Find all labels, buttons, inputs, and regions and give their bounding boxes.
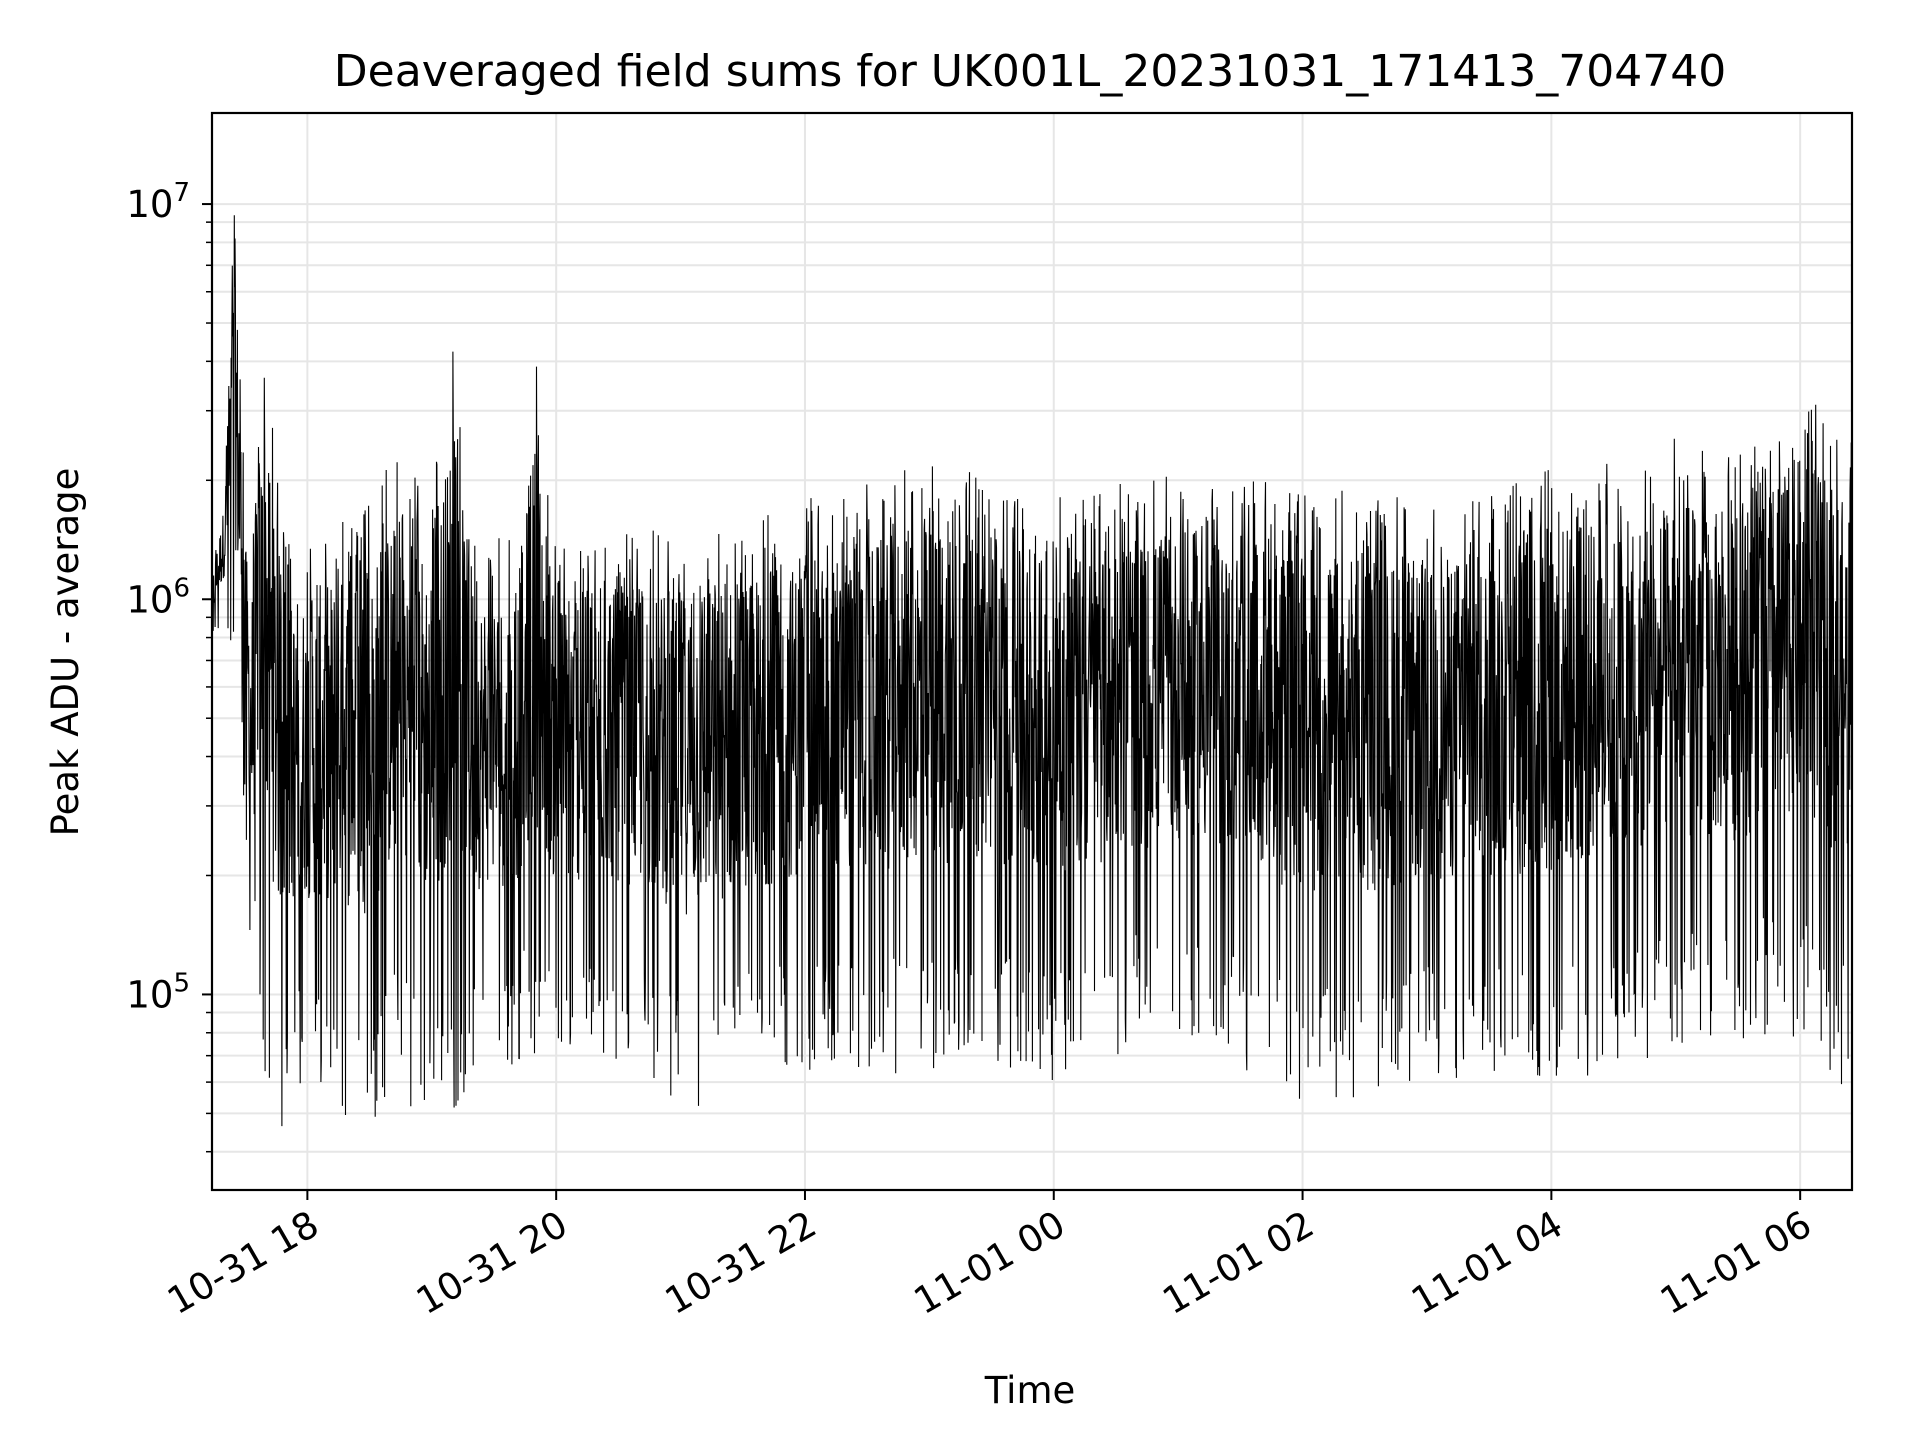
data-series: [211, 215, 1853, 1127]
plot-frame: [210, 111, 1854, 1192]
y-tick-label: 107: [126, 178, 190, 226]
y-tick-base: 10: [126, 578, 173, 621]
x-axis-label: Time: [984, 1369, 1076, 1412]
y-tick-exponent: 7: [173, 178, 190, 208]
y-axis-label: Peak ADU - average: [44, 468, 87, 837]
y-tick-exponent: 6: [173, 573, 190, 603]
y-tick-label: 105: [126, 968, 190, 1016]
series-line: [211, 215, 1853, 1127]
y-tick-base: 10: [126, 183, 173, 226]
y-tick-base: 10: [126, 973, 173, 1016]
y-tick-exponent: 5: [173, 968, 190, 998]
y-tick-label: 106: [126, 573, 190, 621]
chart-title: Deaveraged field sums for UK001L_2023103…: [334, 46, 1726, 97]
